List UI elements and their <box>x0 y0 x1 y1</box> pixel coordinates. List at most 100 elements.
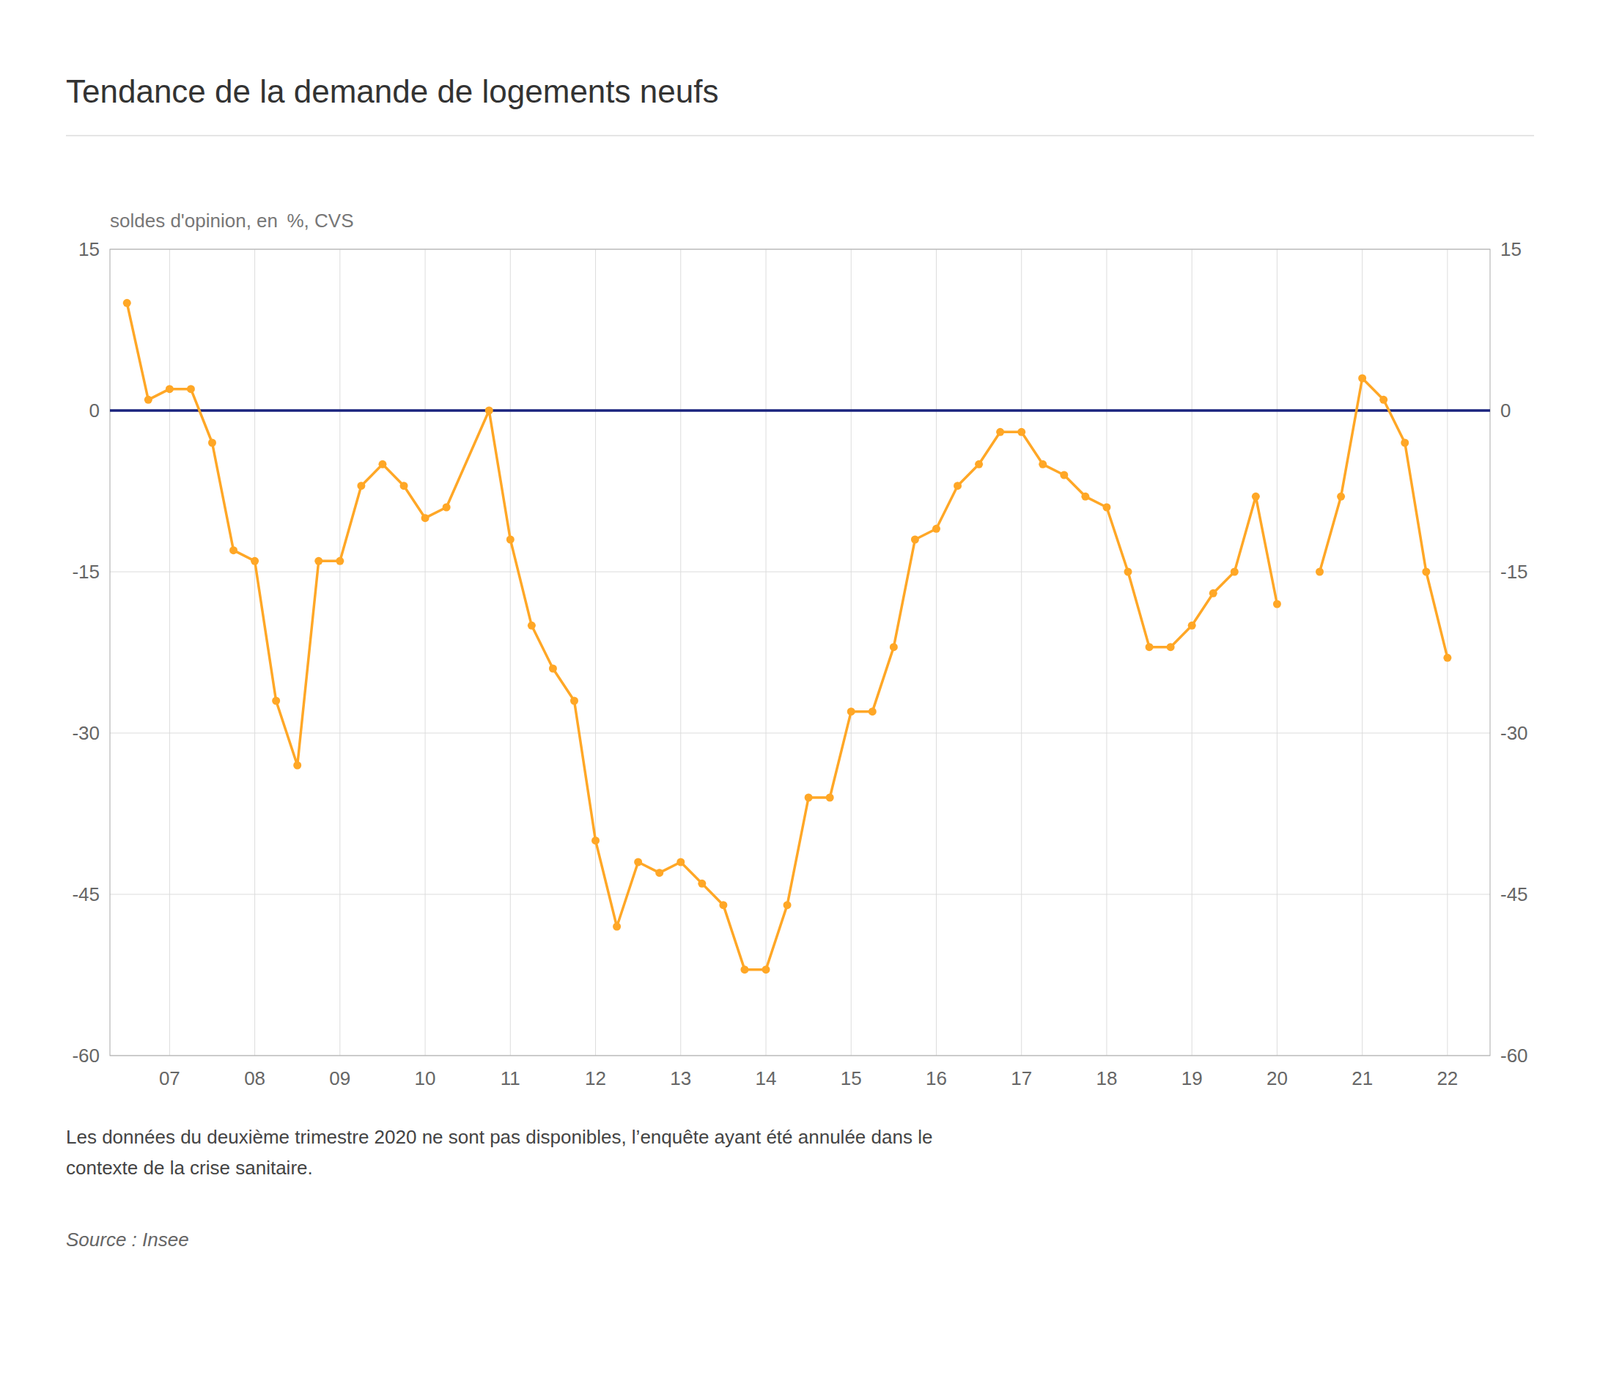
marker <box>697 879 706 888</box>
y-tick-label: -60 <box>71 1044 100 1067</box>
y-axis-label: soldes d'opinion, en %, CVS <box>109 209 354 232</box>
x-grid-line <box>510 249 511 1056</box>
y-tick-label-right: -60 <box>1500 1044 1529 1067</box>
y-grid-line <box>109 410 1491 412</box>
marker <box>1017 428 1026 437</box>
x-grid-line <box>1106 249 1107 1056</box>
marker <box>527 621 536 630</box>
x-tick-label: 13 <box>669 1067 692 1090</box>
x-tick-label: 15 <box>840 1067 862 1090</box>
marker <box>655 868 664 877</box>
x-tick-label: 18 <box>1095 1067 1117 1090</box>
marker <box>612 922 621 931</box>
x-tick-label: 10 <box>414 1067 437 1090</box>
marker <box>271 697 280 706</box>
marker <box>356 481 366 490</box>
marker <box>1336 492 1345 501</box>
y-grid-line <box>109 732 1491 734</box>
source: Source : Insee <box>65 1228 190 1251</box>
x-grid-line <box>339 249 341 1056</box>
marker <box>1145 642 1154 651</box>
y-tick-label-right: 15 <box>1500 238 1522 261</box>
x-tick-label: 16 <box>925 1067 947 1090</box>
marker <box>740 965 749 974</box>
marker <box>123 299 132 308</box>
x-tick-label: 08 <box>244 1067 266 1090</box>
footnote: Les données du deuxième trimestre 2020 n… <box>65 1125 933 1179</box>
marker <box>1209 589 1218 598</box>
x-grid-line <box>169 249 171 1056</box>
marker <box>1379 395 1388 404</box>
x-grid-line <box>765 249 767 1056</box>
marker <box>293 761 302 770</box>
marker <box>1124 568 1133 577</box>
marker <box>378 460 387 469</box>
plot-frame <box>109 249 1491 1056</box>
marker <box>1400 439 1409 448</box>
x-tick-label: 07 <box>159 1067 181 1090</box>
x-tick-label: 20 <box>1266 1067 1288 1090</box>
marker <box>506 535 515 544</box>
marker <box>1315 568 1324 577</box>
marker <box>1081 492 1090 501</box>
marker <box>633 858 643 867</box>
marker <box>1251 492 1260 501</box>
x-tick-label: 12 <box>584 1067 607 1090</box>
footnote-line: Les données du deuxième trimestre 2020 n… <box>65 1125 933 1148</box>
marker <box>335 557 344 566</box>
marker <box>400 481 409 490</box>
y-tick-label-right: 0 <box>1500 399 1511 422</box>
marker <box>485 406 494 415</box>
marker <box>1166 642 1175 651</box>
marker <box>719 900 728 909</box>
x-grid-line <box>850 249 852 1056</box>
x-grid-line <box>254 249 256 1056</box>
y-tick-label: 0 <box>89 399 100 422</box>
page: {"chart_data": { "type": "line", "title"… <box>0 0 1600 1373</box>
x-tick-label: 22 <box>1436 1067 1458 1090</box>
marker <box>1273 600 1282 609</box>
marker <box>165 384 174 393</box>
marker <box>932 524 941 533</box>
marker <box>186 384 195 393</box>
marker <box>591 836 600 845</box>
title-rule <box>65 134 1535 137</box>
marker <box>1038 460 1047 469</box>
data-area <box>123 299 1452 974</box>
ticks: -60-60-45-45-30-30-15-150015150708091011… <box>71 238 1528 1090</box>
marker <box>1059 471 1068 480</box>
x-grid-line <box>595 249 596 1056</box>
marker <box>442 503 451 512</box>
y-tick-label-right: -45 <box>1500 883 1529 906</box>
marker <box>1102 503 1111 512</box>
background <box>0 0 1600 1373</box>
marker <box>421 513 430 522</box>
marker <box>911 535 920 544</box>
x-tick-label: 09 <box>329 1067 351 1090</box>
title: Tendance de la demande de logements neuf… <box>65 73 719 110</box>
x-grid-line <box>680 249 681 1056</box>
marker <box>314 557 323 566</box>
footnote-line: contexte de la crise sanitaire. <box>65 1156 313 1179</box>
y-tick-label: 15 <box>78 238 100 261</box>
y-grid-line <box>109 894 1491 895</box>
x-grid-line <box>425 249 426 1056</box>
x-tick-label: 21 <box>1351 1067 1373 1090</box>
marker <box>1421 568 1430 577</box>
y-tick-label-right: -30 <box>1500 721 1529 744</box>
marker <box>1188 621 1197 630</box>
marker <box>974 460 983 469</box>
marker <box>996 428 1005 437</box>
marker <box>208 439 217 448</box>
marker <box>889 642 898 651</box>
marker <box>762 965 771 974</box>
marker <box>1230 568 1239 577</box>
marker <box>868 707 877 716</box>
grid <box>109 249 1491 1056</box>
marker <box>676 858 685 867</box>
zero-line <box>109 408 1491 412</box>
x-tick-label: 14 <box>755 1067 777 1090</box>
marker <box>826 793 835 802</box>
x-grid-line <box>1191 249 1193 1056</box>
marker <box>1443 653 1452 662</box>
